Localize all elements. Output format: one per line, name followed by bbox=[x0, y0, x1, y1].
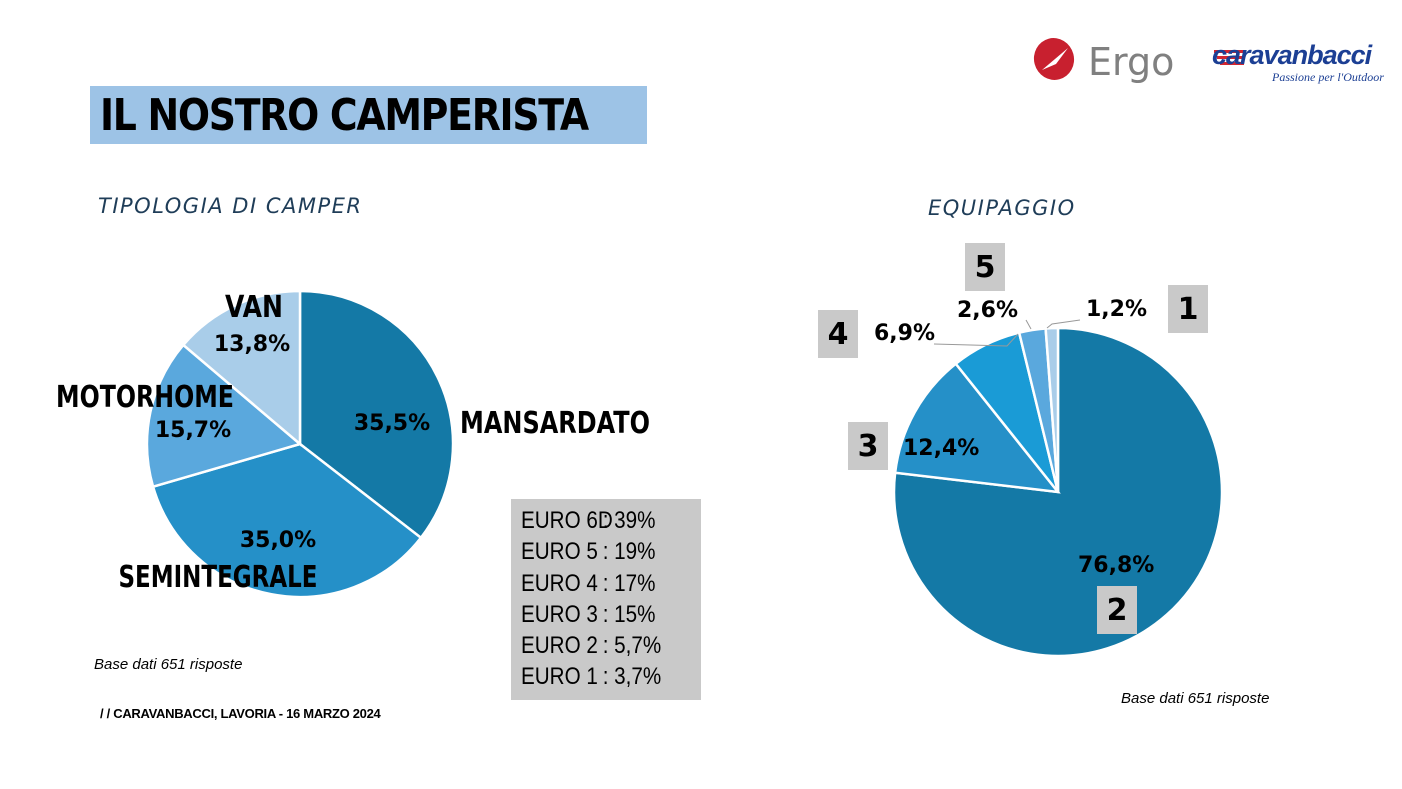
pie-value-4: 6,9% bbox=[874, 321, 936, 346]
euro-row: EURO 1: 3,7% bbox=[521, 663, 662, 691]
crew-tag-2: 2 bbox=[1097, 586, 1137, 634]
page-title: IL NOSTRO CAMPERISTA bbox=[100, 90, 589, 141]
equipaggio-slice-3 bbox=[893, 362, 1061, 494]
crew-tag-5: 5 bbox=[965, 243, 1005, 291]
pie-label-value: 13,8% bbox=[214, 332, 290, 357]
equipaggio-slice-2 bbox=[892, 326, 1224, 658]
left-footnote: Base dati 651 risposte bbox=[94, 656, 243, 673]
euro-row: EURO 4: 17% bbox=[521, 569, 656, 597]
equipaggio-slice-1 bbox=[1044, 326, 1060, 493]
crew-tag-4: 4 bbox=[818, 310, 858, 358]
pie-value-5: 2,6% bbox=[957, 298, 1019, 323]
pie-value-1: 1,2% bbox=[1086, 297, 1148, 322]
crew-tag-1: 1 bbox=[1168, 285, 1208, 333]
left-chart-subtitle: TIPOLOGIA DI CAMPER bbox=[98, 194, 363, 218]
right-chart-subtitle: EQUIPAGGIO bbox=[928, 196, 1076, 220]
crew-tag-3: 3 bbox=[848, 422, 888, 470]
pie-label-category: SEMINTEGRALE bbox=[119, 560, 318, 595]
tipologia-slice-mansardato bbox=[298, 289, 455, 540]
pie-label-value: 35,0% bbox=[240, 528, 316, 553]
tipologia-slice-van bbox=[181, 289, 302, 447]
pie-value-2: 76,8% bbox=[1078, 553, 1155, 578]
ergo-logo-text: Ergo bbox=[1088, 40, 1175, 84]
equipaggio-pie-chart bbox=[892, 319, 1224, 658]
tipologia-pie-chart: 35,5% MANSARDATO 35,0% SEMINTEGRALE MOTO… bbox=[56, 289, 650, 599]
tipologia-slice-motorhome bbox=[145, 343, 303, 489]
euro-row: EURO 3: 15% bbox=[521, 600, 656, 628]
leader-lines bbox=[933, 319, 1081, 347]
caravanbacci-stripes-icon bbox=[1214, 50, 1244, 65]
pie-label-category: MOTORHOME bbox=[56, 380, 234, 415]
pie-label-category: MANSARDATO bbox=[460, 406, 650, 441]
pie-label-category: VAN bbox=[225, 290, 283, 325]
right-footnote: Base dati 651 risposte bbox=[1121, 690, 1270, 707]
pie-value-3: 12,4% bbox=[903, 436, 980, 461]
euro-row: EURO 6D: 39% bbox=[521, 507, 656, 534]
pie-label-value: 15,7% bbox=[155, 418, 231, 443]
euro-class-box: EURO 6D: 39% EURO 5: 19% EURO 4: 17% EUR… bbox=[511, 499, 701, 700]
euro-row: EURO 5: 19% bbox=[521, 538, 656, 566]
ergo-logo-icon bbox=[1033, 38, 1075, 80]
caravanbacci-logo-text: caravanbacci bbox=[1212, 40, 1372, 70]
credit-line: / / CARAVANBACCI, LAVORIA - 16 MARZO 202… bbox=[100, 706, 381, 721]
title-band bbox=[90, 86, 647, 144]
euro-row: EURO 2: 5,7% bbox=[521, 632, 662, 660]
tipologia-slice-semintegrale bbox=[151, 442, 423, 599]
caravanbacci-tagline: Passione per l'Outdoor bbox=[1272, 70, 1384, 84]
pie-label-value: 35,5% bbox=[354, 411, 430, 436]
